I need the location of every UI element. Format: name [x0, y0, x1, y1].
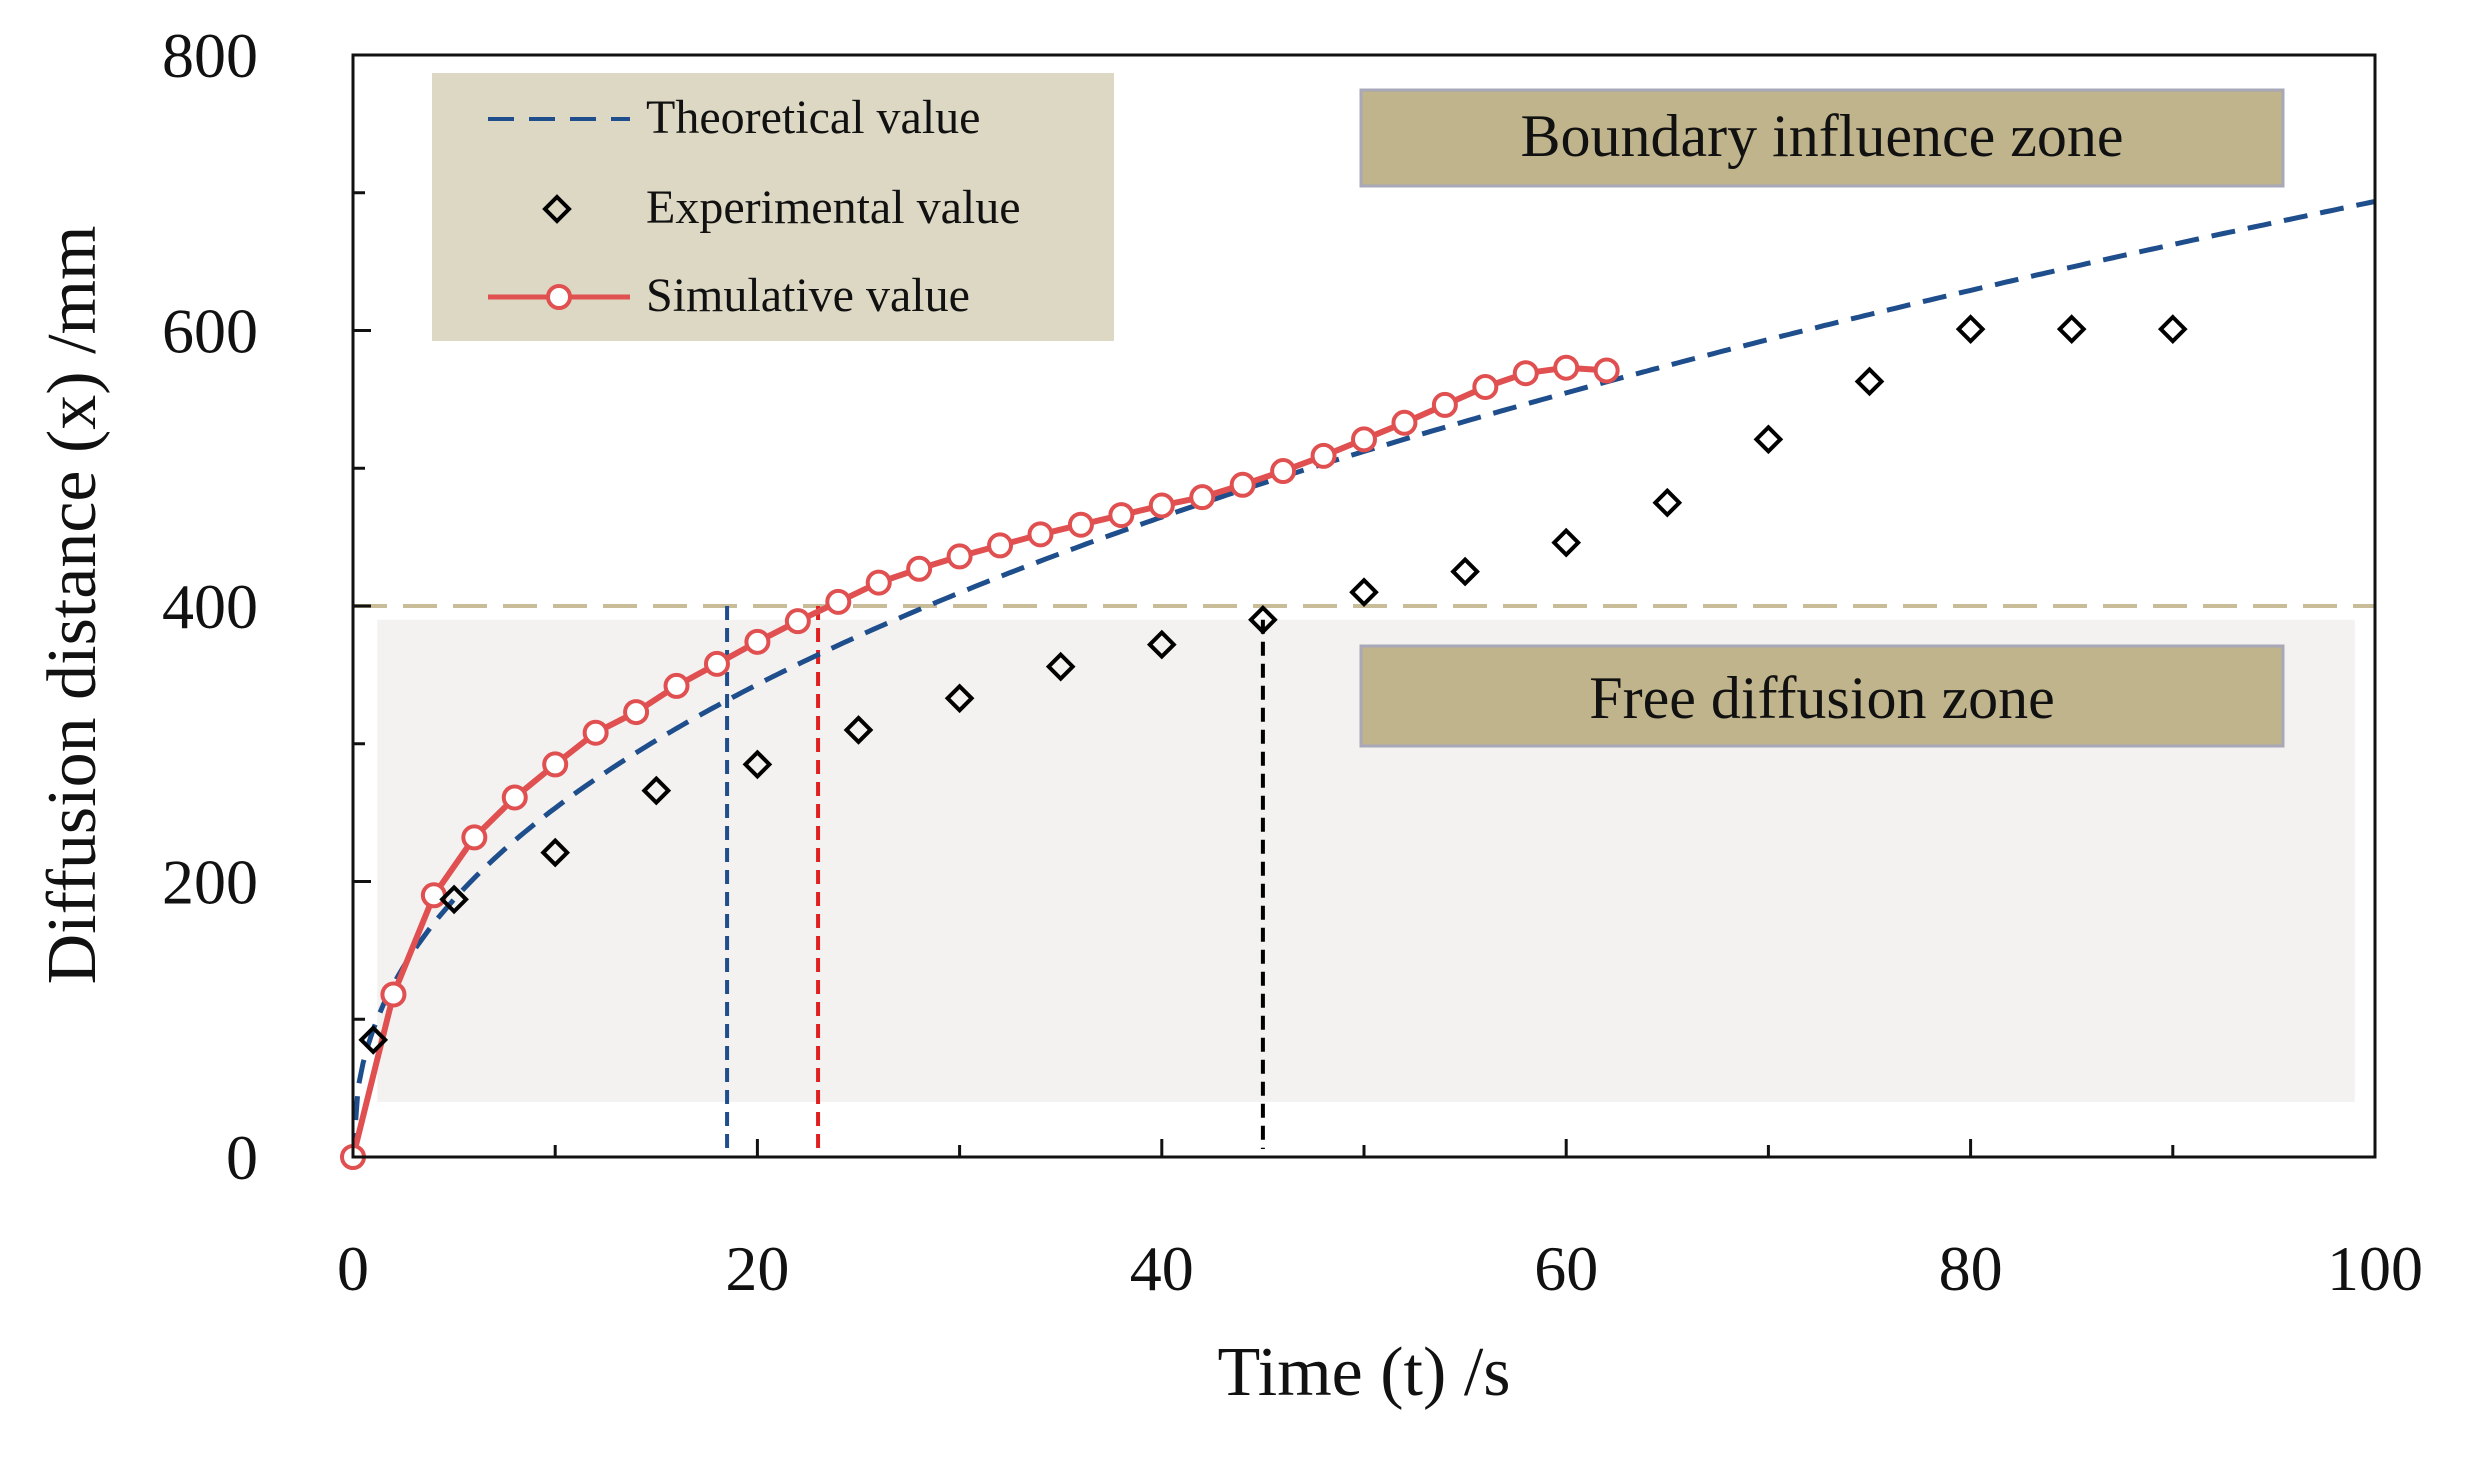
- experimental-point: [1854, 366, 1885, 397]
- x-axis-title: Time (t) /s: [1217, 1334, 1510, 1411]
- simulative-point: [1593, 357, 1620, 384]
- free-zone-box: [1359, 644, 2285, 748]
- experimental-point: [358, 1025, 389, 1055]
- y-tick-label: 800: [162, 20, 258, 91]
- simulative-point: [461, 824, 488, 851]
- x-axis-ticks: 0 20 40 60 80 100: [337, 1139, 2423, 1304]
- simulative-point: [1431, 391, 1458, 418]
- experimental-point: [1652, 487, 1683, 518]
- simulative-point: [1189, 484, 1216, 511]
- experimental-point: [1551, 527, 1582, 558]
- simulative-point: [1027, 521, 1054, 548]
- simulative-point: [582, 719, 609, 746]
- simulative-point: [946, 543, 973, 570]
- experimental-point: [1349, 577, 1379, 608]
- simulative-point: [825, 588, 852, 615]
- y-axis-title: Diffusion distance (x) /mm: [34, 226, 111, 985]
- experimental-point: [742, 749, 773, 780]
- y-tick-label: 600: [162, 296, 258, 367]
- simulative-point: [744, 628, 771, 655]
- simulative-point: [1148, 492, 1175, 519]
- y-tick-label: 0: [226, 1122, 258, 1193]
- y-axis-ticks: 0 200 400 600 800: [162, 20, 371, 1193]
- simulative-point: [1472, 373, 1499, 400]
- simulative-point: [906, 555, 933, 582]
- simulative-point: [1553, 354, 1580, 381]
- simulative-point: [865, 569, 892, 596]
- experimental-point: [944, 683, 975, 714]
- experimental-point: [1248, 604, 1278, 635]
- experimental-point: [2157, 314, 2188, 344]
- legend: Theoretical value Experimental value Sim…: [432, 73, 1114, 341]
- legend-simulative-label: Simulative value: [646, 269, 970, 322]
- experimental-point: [1045, 651, 1076, 682]
- boundary-zone-text: Boundary influence zone: [1520, 103, 2123, 169]
- experimental-point: [1146, 629, 1177, 660]
- experimental-point: [641, 775, 672, 806]
- simulative-point: [420, 882, 447, 909]
- simulative-point: [1108, 502, 1135, 529]
- x-tick-label: 40: [1130, 1233, 1194, 1304]
- legend-experimental-label: Experimental value: [646, 181, 1021, 234]
- experimental-point: [1955, 314, 1986, 344]
- x-tick-label: 100: [2327, 1233, 2423, 1304]
- simulative-point: [987, 532, 1014, 559]
- simulative-point: [1512, 360, 1539, 387]
- boundary-zone-box: [1359, 88, 2285, 188]
- legend-experimental-swatch: [542, 194, 572, 224]
- x-tick-label: 60: [1534, 1233, 1598, 1304]
- experimental-point: [540, 837, 571, 868]
- experimental-series: [358, 314, 2188, 1055]
- simulative-series: [340, 354, 1620, 1170]
- simulative-point: [623, 699, 650, 726]
- legend-simulative-swatch-marker: [546, 284, 572, 310]
- experimental-point: [843, 715, 874, 745]
- simulative-point: [380, 981, 407, 1008]
- simulative-point: [1351, 426, 1377, 453]
- simulative-point: [703, 650, 730, 677]
- simulative-point: [1391, 409, 1418, 436]
- boundary-zone-label: Boundary influence zone: [1359, 88, 2285, 188]
- y-tick-label: 200: [162, 847, 258, 918]
- legend-theoretical-label: Theoretical value: [646, 91, 980, 144]
- free-zone-text: Free diffusion zone: [1589, 665, 2054, 731]
- x-tick-label: 80: [1939, 1233, 2003, 1304]
- simulative-point: [501, 784, 528, 811]
- x-tick-label: 20: [725, 1233, 789, 1304]
- experimental-point: [2056, 314, 2087, 344]
- y-tick-label: 400: [162, 571, 258, 642]
- simulative-point: [542, 751, 569, 778]
- simulative-point: [784, 608, 811, 635]
- simulative-point: [1310, 442, 1337, 469]
- experimental-point: [1753, 424, 1784, 455]
- experimental-point: [1450, 556, 1480, 587]
- simulative-point: [1270, 458, 1297, 485]
- experimental-point: [439, 884, 469, 915]
- simulative-point: [1067, 511, 1094, 538]
- simulative-point: [663, 672, 690, 699]
- x-tick-label: 0: [337, 1233, 369, 1304]
- simulative-point: [1229, 471, 1256, 498]
- free-zone-label: Free diffusion zone: [1359, 644, 2285, 748]
